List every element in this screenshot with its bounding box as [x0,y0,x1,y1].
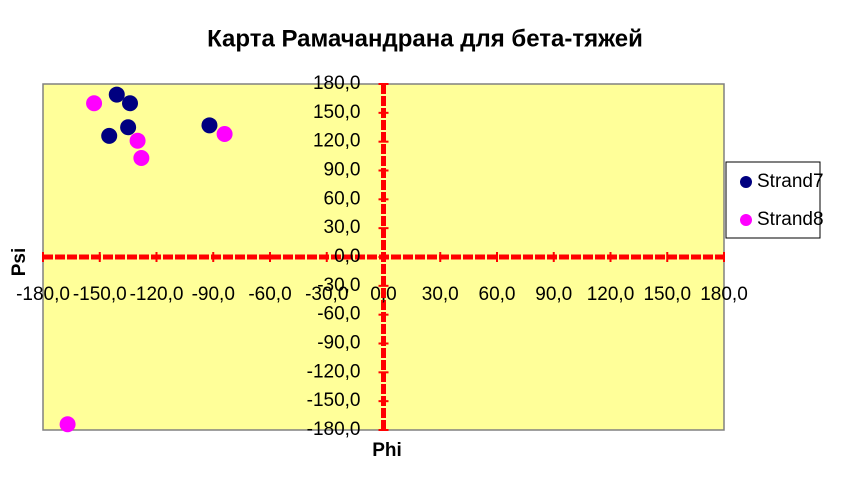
point [59,416,76,433]
x-tick-label: -120,0 [130,284,184,305]
point [201,117,218,134]
x-tick-label: 120,0 [587,284,635,305]
y-tick-label: 0,0 [334,246,360,267]
x-tick-label: -180,0 [16,284,70,305]
y-tick-label: -30,0 [317,275,360,296]
point [133,150,150,167]
y-tick-label: 150,0 [313,102,361,123]
y-tick-label: 180,0 [313,73,361,94]
x-tick-label: -30,0 [305,284,348,305]
point [129,132,146,149]
y-axis-label: Psi [9,248,30,277]
y-tick-label: -180,0 [307,419,361,440]
x-tick-label: 0,0 [370,284,396,305]
y-tick-label: -60,0 [317,304,360,325]
x-tick-label: -60,0 [248,284,291,305]
point [120,119,137,136]
point [216,125,233,142]
legend-marker [740,176,752,188]
x-tick-label: 90,0 [535,284,572,305]
point [101,127,118,144]
legend-label: Strand7 [757,171,824,192]
y-tick-label: -120,0 [307,361,361,382]
y-tick-label: 90,0 [324,160,361,181]
point [86,95,103,112]
y-tick-label: 120,0 [313,131,361,152]
point [108,86,125,103]
point [122,95,139,112]
x-tick-label: -150,0 [73,284,127,305]
x-tick-label: -90,0 [192,284,235,305]
y-tick-label: -150,0 [307,390,361,411]
x-tick-label: 150,0 [643,284,691,305]
y-tick-label: 60,0 [324,188,361,209]
x-tick-label: 30,0 [422,284,459,305]
legend [725,161,821,239]
x-tick-label: 60,0 [479,284,516,305]
chart-title: Карта Рамачандрана для бета-тяжей [207,25,643,52]
legend-label: Strand8 [757,209,824,230]
y-tick-label: 30,0 [324,217,361,238]
x-axis-label: Phi [372,440,402,461]
y-tick-label: -90,0 [317,333,360,354]
x-tick-label: 180,0 [700,284,748,305]
legend-marker [740,214,752,226]
